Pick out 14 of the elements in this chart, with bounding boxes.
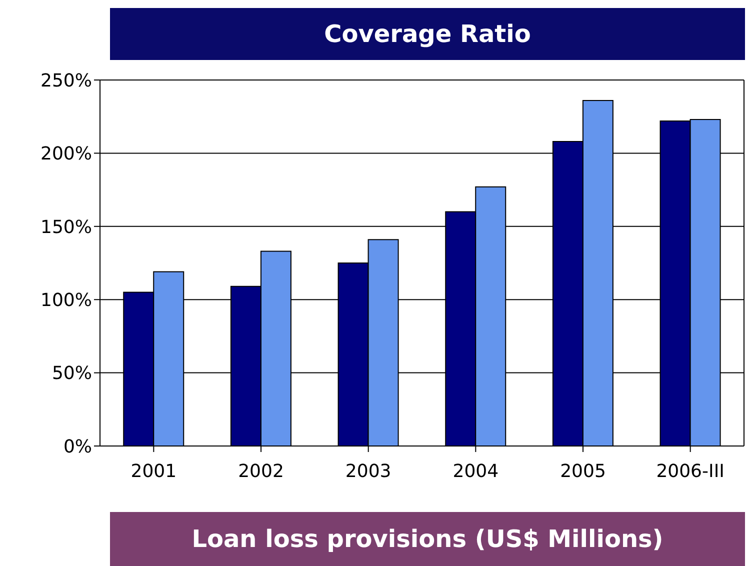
- y-tick-label: 150%: [40, 216, 92, 238]
- y-tick-label: 100%: [40, 290, 92, 311]
- y-tick-label: 50%: [52, 363, 92, 384]
- x-tick-label: 2003: [345, 460, 392, 482]
- x-tick-label: 2005: [560, 460, 606, 482]
- x-tick-label: 2001: [130, 460, 177, 482]
- x-tick-label: 2004: [452, 460, 499, 482]
- y-tick-label: 200%: [40, 144, 92, 165]
- text: Loan loss provisions (US$ Millions): [110, 512, 745, 566]
- x-tick-label: 2006-III: [656, 460, 724, 482]
- x-tick-label: 2002: [238, 460, 284, 482]
- y-tick-label: 250%: [40, 70, 92, 92]
- chart-title: Coverage Ratio: [110, 8, 745, 60]
- y-tick-label: 0%: [63, 436, 92, 458]
